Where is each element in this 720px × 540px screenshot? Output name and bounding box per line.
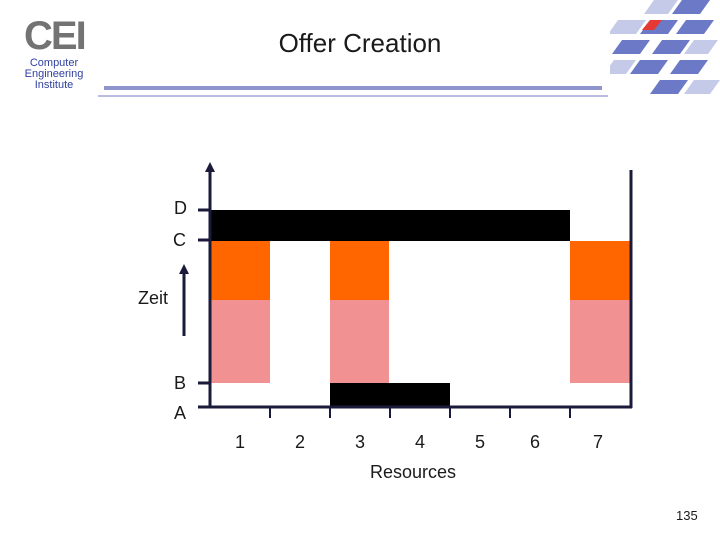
y-label-a: A xyxy=(174,403,187,423)
block-resource3-orange xyxy=(330,241,389,300)
x-tick-label-1: 1 xyxy=(235,432,246,452)
logo-letters: CEI xyxy=(24,14,87,58)
page-number: 135 xyxy=(676,508,698,523)
block-resource7-pink xyxy=(570,300,630,383)
block-top-black xyxy=(211,210,570,241)
header-rule-thin xyxy=(98,95,608,97)
logo-line-institute: Institute xyxy=(34,79,74,91)
x-tick-label-7: 7 xyxy=(593,432,604,452)
x-tick-label-2: 2 xyxy=(295,432,306,452)
header-rule xyxy=(104,86,602,90)
block-resource1-pink xyxy=(211,300,270,383)
x-axis-title: Resources xyxy=(370,462,457,482)
logo-line-computer: Computer xyxy=(29,57,79,69)
logo-line-engineering: Engineering xyxy=(24,68,84,80)
block-bottom-black xyxy=(330,383,450,407)
logo-text: Computer Engineering Institute xyxy=(20,58,88,91)
x-tick-label-6: 6 xyxy=(530,432,541,452)
x-tick-label-3: 3 xyxy=(355,432,366,452)
slide-title: Offer Creation xyxy=(278,28,442,58)
y-label-zeit: Zeit xyxy=(138,288,169,308)
y-axis-arrow xyxy=(205,162,215,172)
x-tick-label-5: 5 xyxy=(475,432,486,452)
block-resource1-orange xyxy=(211,241,270,300)
zeit-arrow-head xyxy=(179,264,189,274)
y-label-c: C xyxy=(173,230,186,250)
x-tick-label-4: 4 xyxy=(415,432,426,452)
y-label-b: B xyxy=(174,373,187,393)
block-resource3-pink xyxy=(330,300,389,383)
corner-decoration xyxy=(610,0,720,94)
block-resource7-orange xyxy=(570,241,630,300)
y-label-d: D xyxy=(174,198,187,218)
